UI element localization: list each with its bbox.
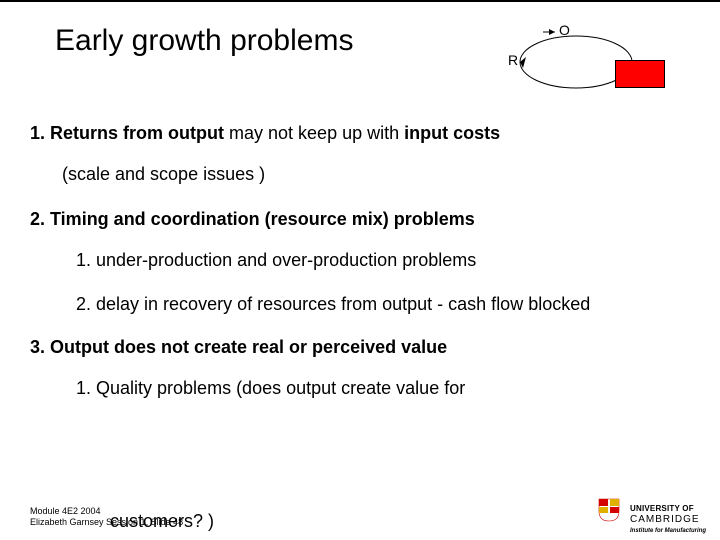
red-box xyxy=(615,60,665,88)
footer-right-line2: CAMBRIDGE xyxy=(630,514,706,525)
item-2-sub1: 1. under-production and over-production … xyxy=(76,247,690,274)
item-2: 2. Timing and coordination (resource mix… xyxy=(30,206,690,233)
footer-left-line1: Module 4E2 2004 xyxy=(30,506,183,517)
footer-left: Module 4E2 2004 Elizabeth Garnsey Sessio… xyxy=(30,506,183,528)
top-rule xyxy=(0,0,720,2)
item-3: 3. Output does not create real or percei… xyxy=(30,334,690,361)
footer-right-line3: Institute for Manufacturing xyxy=(630,528,706,534)
footer-right-line1: UNIVERSITY OF xyxy=(630,504,706,513)
item-2-sub2: 2. delay in recovery of resources from o… xyxy=(76,288,690,320)
item-1: 1. Returns from output may not keep up w… xyxy=(30,120,690,147)
footer-right: UNIVERSITY OF CAMBRIDGE Institute for Ma… xyxy=(630,504,706,534)
content-list: 1. Returns from output may not keep up w… xyxy=(30,120,690,402)
item-1-mid: may not keep up with xyxy=(229,123,404,143)
slide: Early growth problems O R 1. Returns fro… xyxy=(0,0,720,540)
item-1-tail: input costs xyxy=(404,123,500,143)
item-1-sub: (scale and scope issues ) xyxy=(62,161,690,188)
cambridge-crest-icon xyxy=(598,498,620,522)
item-1-lead: Returns from output xyxy=(50,123,229,143)
page-title: Early growth problems xyxy=(55,24,353,58)
footer-left-line2: Elizabeth Garnsey Session 1, Slide 48 xyxy=(30,517,183,528)
label-r: R xyxy=(508,52,518,68)
label-o: O xyxy=(559,22,570,38)
item-1-num: 1. xyxy=(30,123,45,143)
item-3-sub1: 1. Quality problems (does output create … xyxy=(76,375,690,402)
